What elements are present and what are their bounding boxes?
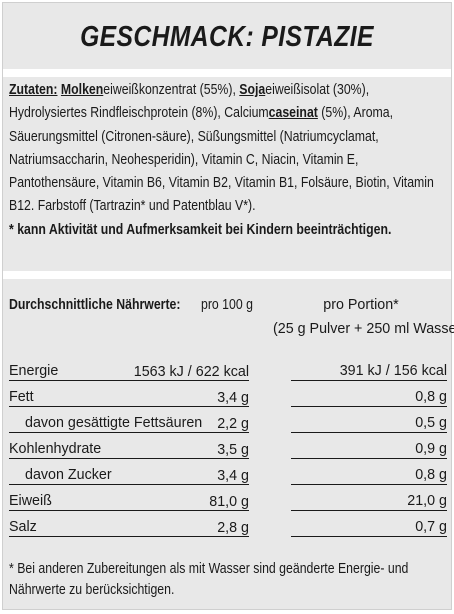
nutrition-row: davon gesättigte Fettsäuren 2,2 g 0,5 g [9,410,447,436]
nutrient-name: Fett [9,388,249,407]
nutrient-name: Eiweiß [9,492,249,511]
nutrition-row: Energie 1563 kJ / 622 kcal 391 kJ / 156 kc… [9,358,447,384]
value-per100: 3,4 g [217,390,249,406]
nutrient-name: davon gesättigte Fettsäuren [9,414,249,433]
allergen-molken: Molken [60,82,104,98]
value-per-portion: 0,8 g [291,466,447,485]
ingredients-label: Zutaten: [9,82,58,98]
nutrition-row: Kohlenhydrate 3,5 g 0,9 g [9,436,447,462]
nutrition-row: Fett 3,4 g 0,8 g [9,384,447,410]
value-per-portion: 0,8 g [291,388,447,407]
value-per100: 2,8 g [217,520,249,536]
nutrient-name: Energie [9,362,249,381]
value-per-portion: 391 kJ / 156 kcal [291,362,447,381]
nutrition-heading: Durchschnittliche Nährwerte: [9,297,181,313]
nutrition-row: davon Zucker 3,4 g 0,8 g [9,462,447,488]
nutrition-row: Salz 2,8 g 0,7 g [9,514,447,540]
nutrient-name: Kohlenhydrate [9,440,249,459]
nutrient-name: Salz [9,518,249,537]
divider-band [3,271,451,279]
nutrient-name: davon Zucker [9,466,249,485]
footnote: * Bei anderen Zubereitungen als mit Wass… [9,561,409,598]
allergen-soja: Soja [239,82,266,98]
value-per100: 2,2 g [217,416,249,432]
value-per100: 81,0 g [209,494,249,510]
column-header-per100: pro 100 g [201,297,253,313]
allergen-caseinat: caseinat [268,105,318,122]
value-per-portion: 0,7 g [291,518,447,537]
ingredients-text: Zutaten: Molkeneiweißkonzentrat (55%), S… [9,79,444,242]
divider-band [3,69,451,77]
value-per-portion: 21,0 g [291,492,447,511]
additive-warning: * kann Aktivität und Aufmerksamkeit bei … [9,221,392,238]
nutrition-row: Eiweiß 81,0 g 21,0 g [9,488,447,514]
value-per-portion: 0,9 g [291,440,447,459]
column-header-portion: pro Portion* (25 g Pulver + 250 ml Wasse… [273,297,454,337]
flavor-title: GESCHMACK: PISTAZIE [80,21,374,53]
value-per-portion: 0,5 g [291,414,447,433]
value-per100: 3,5 g [217,442,249,458]
value-per100: 3,4 g [217,468,249,484]
value-per100: 1563 kJ / 622 kcal [133,364,249,380]
